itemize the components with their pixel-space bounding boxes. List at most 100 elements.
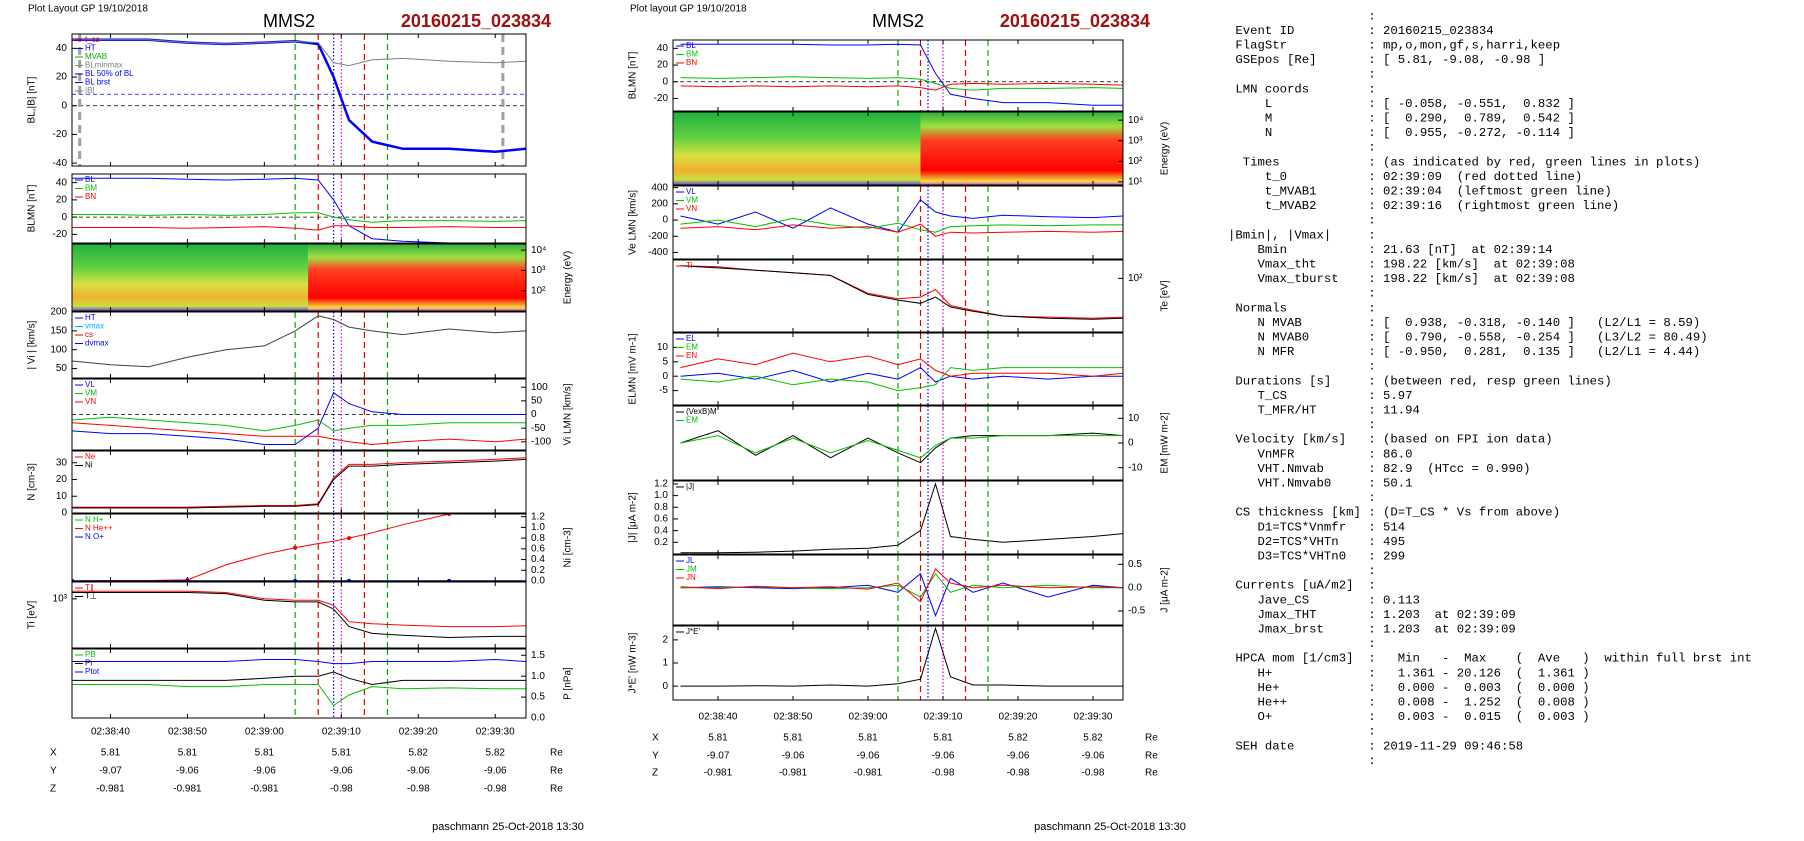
x-tick-label: 02:39:10 (924, 712, 963, 723)
summary-line: : (1228, 754, 1376, 768)
panel-frame (71, 173, 527, 244)
spectrogram (308, 244, 526, 311)
summary-line: |Bmin|, |Vmax| : (1228, 228, 1376, 242)
y-tick-label: 1 (662, 658, 668, 669)
legend-label: EM (686, 343, 698, 352)
plot-label: Plot Layout GP 19/10/2018 (28, 4, 148, 15)
summary-line: HPCA mom [1/cm3] : Min - Max ( Ave ) wit… (1228, 652, 1752, 666)
y-tick-label: 0.6 (531, 543, 545, 554)
series-line (72, 514, 450, 581)
summary-line: D3=TCS*VHTn0 : 299 (1228, 549, 1405, 563)
x-tick-label: 02:39:20 (999, 712, 1038, 723)
summary-line: : (1228, 9, 1376, 23)
legend-label: N O+ (85, 532, 104, 541)
summary-line: N MVAB0 : [ 0.790, -0.558, -0.254 ] (L3/… (1228, 330, 1708, 344)
position-cell: -0.981 (250, 784, 279, 795)
x-tick-label: 02:39:00 (849, 712, 888, 723)
y-tick-label: 0.2 (531, 565, 545, 576)
summary-line: Currents [uA/m2] : (1228, 579, 1376, 593)
summary-line: t_0 : 02:39:09 (red dotted line) (1228, 170, 1582, 184)
position-cell: -0.98 (932, 768, 955, 779)
y-tick-label: 10⁴ (1128, 115, 1143, 126)
series-line (680, 352, 1123, 377)
x-tick-label: 02:39:20 (399, 727, 438, 738)
legend-label: BL brst (85, 78, 111, 87)
y-tick-label: 0 (61, 100, 67, 111)
position-cell: -9.06 (253, 766, 276, 777)
spectrogram (673, 112, 921, 185)
summary-line: He++ : 0.008 - 1.252 ( 0.008 ) (1228, 695, 1590, 709)
panel: 0 1 2 J*E' [nW m-3] J*E' (628, 625, 1124, 701)
position-cell: 5.81 (858, 733, 878, 744)
series-line (680, 265, 1123, 319)
y-tick-label: 10³ (53, 593, 68, 604)
legend-label: Ni (85, 461, 93, 470)
footer: paschmann 25-Oct-2018 13:30 (1034, 821, 1186, 833)
legend-label: BL (85, 175, 95, 184)
y-tick-label: 10 (1128, 413, 1140, 424)
series-line (72, 658, 526, 665)
legend-label: JN (686, 573, 696, 582)
summary-line: Jmax_THT : 1.203 at 02:39:09 (1228, 608, 1516, 622)
summary-line: Jave_CS : 0.113 (1228, 593, 1420, 607)
y-tick-label: 0 (662, 76, 668, 87)
series-line (680, 482, 1123, 554)
y-axis-label: ELMN [mV m-1] (628, 333, 639, 404)
position-cell: Y (50, 766, 57, 777)
spacecraft: MMS2 (263, 11, 315, 31)
legend-label: dvmax (85, 339, 109, 348)
y-tick-label: 200 (50, 307, 67, 318)
position-cell: -9.06 (484, 766, 507, 777)
position-cell: 5.81 (708, 733, 728, 744)
legend-label: Ti (686, 261, 693, 270)
legend-label: JL (686, 556, 695, 565)
series-line (680, 568, 1123, 603)
legend-label: VN (686, 204, 697, 213)
y-tick-label: 30 (56, 457, 68, 468)
position-cell: -0.98 (1082, 768, 1105, 779)
plot-label: Plot layout GP 19/10/2018 (630, 4, 747, 15)
y-tick-label: 40 (657, 43, 669, 54)
summary-line: N MFR : [ -0.950, 0.281, 0.135 ] (L2/L1 … (1228, 345, 1700, 359)
summary-line: Bmin : 21.63 [nT] at 02:39:14 (1228, 243, 1553, 257)
series-marker (293, 545, 298, 550)
summary-line: : (1228, 287, 1376, 301)
position-cell: 5.82 (1083, 733, 1103, 744)
legend-label: VM (686, 196, 698, 205)
position-cell: -9.07 (99, 766, 122, 777)
position-cell: Re (1145, 751, 1158, 762)
position-cell: -0.98 (484, 784, 507, 795)
y-axis-label: Energy (eV) (563, 251, 574, 304)
panel-frame (71, 648, 527, 719)
position-cell: -0.981 (854, 768, 883, 779)
position-cell: -9.06 (1007, 751, 1030, 762)
y-tick-label: 0.8 (531, 533, 545, 544)
panel-frame (71, 513, 527, 582)
y-tick-label: 0.6 (654, 514, 668, 525)
position-cell: 5.82 (485, 748, 505, 759)
legend-label: MVAB (85, 52, 107, 61)
legend-label: T∥ (85, 583, 94, 592)
y-tick-label: 10³ (1128, 135, 1143, 146)
legend-label: VM (85, 389, 97, 398)
event-id: 20160215_023834 (1000, 11, 1150, 31)
panel-frame (71, 450, 527, 514)
position-cell: -9.06 (407, 766, 430, 777)
y-tick-label: -10 (1128, 462, 1143, 473)
series-line (680, 366, 1123, 383)
x-tick-label: 02:38:40 (699, 712, 738, 723)
y-axis-label: Vi LMN [km/s] (563, 383, 574, 445)
y-tick-label: 20 (56, 72, 68, 83)
series-line (680, 199, 1123, 233)
summary-line: Normals : (1228, 301, 1376, 315)
y-tick-label: 10² (1128, 273, 1143, 284)
series-line (72, 212, 526, 223)
legend-label: EM (686, 416, 698, 425)
y-tick-label: -20 (53, 129, 68, 140)
x-tick-label: 02:39:00 (245, 727, 284, 738)
legend-label: BLminmax (85, 61, 123, 70)
